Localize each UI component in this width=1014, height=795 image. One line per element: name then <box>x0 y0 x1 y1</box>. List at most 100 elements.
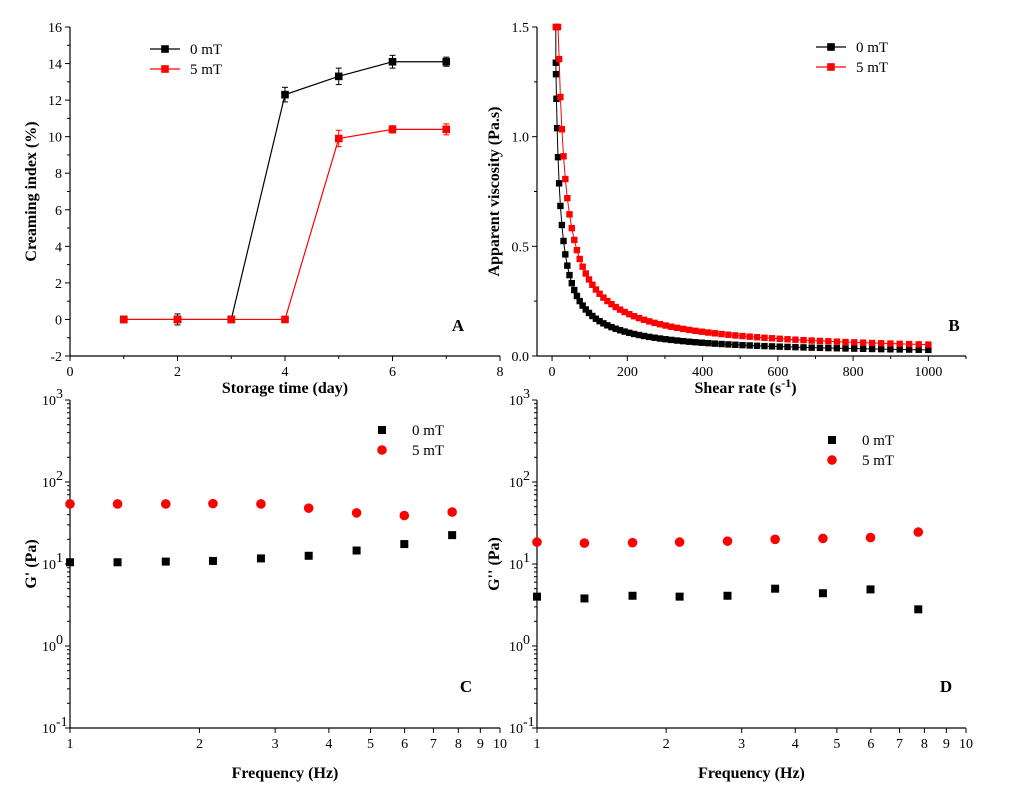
y-tick-exponent: 1 <box>523 551 530 566</box>
x-axis-title: Frequency (Hz) <box>232 765 339 782</box>
data-point <box>914 605 923 614</box>
panel-label: D <box>940 677 952 696</box>
data-point <box>859 345 867 353</box>
x-tick-label: 5 <box>833 737 840 752</box>
data-point <box>770 534 780 545</box>
data-point <box>825 344 832 352</box>
data-point <box>925 341 932 348</box>
data-point <box>562 175 569 183</box>
data-point <box>686 326 693 334</box>
data-point <box>304 551 313 560</box>
x-axis-title: Frequency (Hz) <box>698 765 805 782</box>
x-tick-label: 9 <box>477 737 484 752</box>
legend-marker <box>827 43 835 51</box>
data-point <box>808 344 815 351</box>
data-point <box>651 319 658 327</box>
series-5-mT <box>65 498 457 521</box>
y-tick-exponent: 0 <box>523 633 530 648</box>
y-tick-exponent: 0 <box>56 633 63 648</box>
data-point <box>208 556 217 565</box>
data-point <box>692 339 699 346</box>
data-point <box>627 537 638 548</box>
data-point <box>571 286 578 294</box>
data-point <box>725 341 732 348</box>
y-tick-label: 8 <box>55 167 62 182</box>
data-point <box>868 339 876 347</box>
data-point <box>555 180 563 187</box>
legend-marker <box>161 65 169 73</box>
x-tick-label: 8 <box>455 737 462 752</box>
data-point <box>112 499 123 509</box>
data-point <box>656 335 664 342</box>
data-point <box>589 281 596 288</box>
data-point <box>646 333 653 341</box>
data-point <box>818 589 827 598</box>
data-point <box>612 325 619 332</box>
data-point <box>579 538 590 548</box>
data-point <box>887 340 894 347</box>
legend-marker <box>378 426 386 434</box>
data-point <box>585 276 593 283</box>
data-point <box>334 72 343 81</box>
data-point <box>723 591 732 600</box>
data-point <box>674 537 685 547</box>
series-5-mT <box>119 123 451 324</box>
data-point <box>705 329 712 336</box>
y-tick-label: 0.5 <box>512 240 530 255</box>
data-point <box>256 554 265 563</box>
y-tick-label: 10 <box>509 476 523 491</box>
data-point <box>256 499 266 509</box>
data-point <box>673 337 681 344</box>
data-point <box>553 95 560 102</box>
series-5-mT <box>532 527 924 548</box>
data-point <box>560 153 567 160</box>
y-tick-label: 1.0 <box>512 131 530 146</box>
data-point <box>739 341 746 349</box>
data-point <box>635 331 643 339</box>
data-point <box>616 327 624 334</box>
data-point <box>352 546 361 555</box>
data-point <box>66 558 74 567</box>
data-point <box>281 90 289 99</box>
data-point <box>818 533 828 544</box>
x-tick-label: 10 <box>493 737 507 752</box>
data-point <box>596 290 603 297</box>
data-point <box>608 323 615 331</box>
data-point <box>792 343 799 351</box>
x-tick-label: 1 <box>534 737 541 752</box>
x-tick-label: 7 <box>430 737 437 752</box>
data-point <box>626 329 633 337</box>
y-axis-title: G' (Pa) <box>23 539 40 588</box>
x-tick-label: 1000 <box>914 365 942 380</box>
data-point <box>646 318 653 325</box>
data-point <box>675 592 684 601</box>
y-tick-exponent: 2 <box>523 469 530 484</box>
x-tick-label: 0 <box>67 365 74 380</box>
data-point <box>753 342 761 349</box>
data-point <box>303 503 314 513</box>
data-point <box>608 300 615 308</box>
data-point <box>656 321 664 328</box>
legend: 0 mT 5 mT <box>150 42 222 78</box>
legend-label: 5 mT <box>856 60 888 76</box>
data-point <box>668 336 675 344</box>
x-tick-label: 600 <box>767 365 788 380</box>
data-point <box>600 294 607 301</box>
x-tick-label: 1 <box>67 737 74 752</box>
y-tick-label: 2 <box>55 277 62 292</box>
y-tick-label: 10 <box>48 131 62 146</box>
data-point <box>711 330 719 337</box>
data-point <box>739 332 746 340</box>
data-point <box>553 124 561 132</box>
series-0-mT <box>552 27 932 354</box>
x-tick-label: 6 <box>401 737 408 752</box>
data-point <box>555 55 563 63</box>
data-point <box>400 540 409 549</box>
y-tick-exponent: 3 <box>523 387 530 402</box>
data-point <box>887 346 894 353</box>
data-point <box>761 334 768 341</box>
legend-marker <box>377 445 387 455</box>
x-tick-label: 2 <box>196 737 203 752</box>
